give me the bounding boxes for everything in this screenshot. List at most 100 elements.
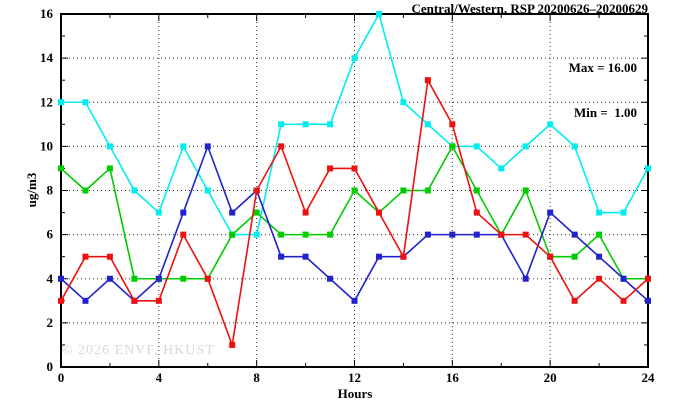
x-tick-label: 20 xyxy=(544,370,557,385)
y-tick-label: 12 xyxy=(40,94,53,109)
y-tick-label: 14 xyxy=(40,50,54,65)
series-blue-marker xyxy=(229,209,236,216)
series-blue-marker xyxy=(571,231,578,238)
series-blue-marker xyxy=(302,253,309,260)
series-blue-marker xyxy=(620,275,627,282)
series-cyan-marker xyxy=(131,187,138,194)
series-cyan-marker xyxy=(400,99,407,106)
series-red-marker xyxy=(204,275,211,282)
series-red-marker xyxy=(82,253,89,260)
series-green-marker xyxy=(449,143,456,150)
series-green-marker xyxy=(58,165,64,172)
series-green-marker xyxy=(302,231,309,238)
series-green-marker xyxy=(229,231,236,238)
series-red-marker xyxy=(327,165,334,172)
y-tick-label: 10 xyxy=(40,138,53,153)
series-green-marker xyxy=(522,187,529,194)
series-blue-marker xyxy=(180,209,187,216)
series-green-marker xyxy=(106,165,113,172)
series-red-marker xyxy=(596,275,603,282)
series-cyan-marker xyxy=(547,121,554,128)
series-cyan-marker xyxy=(278,121,285,128)
series-red-marker xyxy=(58,297,64,304)
series-cyan-marker xyxy=(620,209,627,216)
series-red-marker xyxy=(302,209,309,216)
x-tick-label: 0 xyxy=(58,370,65,385)
min-stat-label: Min = 1.00 xyxy=(573,105,637,120)
series-blue-marker xyxy=(645,297,651,304)
series-blue-marker xyxy=(424,231,431,238)
series-green-marker xyxy=(473,187,480,194)
series-green-marker xyxy=(82,187,89,194)
series-red-marker xyxy=(522,231,529,238)
series-red-marker xyxy=(547,253,554,260)
series-cyan-marker xyxy=(106,143,113,150)
series-blue-marker xyxy=(351,297,358,304)
series-cyan-marker xyxy=(473,143,480,150)
series-cyan-marker xyxy=(375,11,382,17)
x-tick-label: 12 xyxy=(348,370,361,385)
series-green-marker xyxy=(596,231,603,238)
max-stat-label: Max = 16.00 xyxy=(568,60,637,75)
y-tick-label: 2 xyxy=(47,315,54,330)
series-green-marker xyxy=(327,231,334,238)
watermark: © 2026 ENVF, HKUST xyxy=(62,343,215,358)
series-red-marker xyxy=(106,253,113,260)
x-tick-label: 16 xyxy=(446,370,460,385)
series-cyan-marker xyxy=(327,121,334,128)
y-tick-label: 8 xyxy=(47,183,54,198)
series-blue-marker xyxy=(375,253,382,260)
series-red-marker xyxy=(253,187,260,194)
y-tick-label: 4 xyxy=(47,271,54,286)
series-blue-marker xyxy=(155,275,162,282)
series-cyan-marker xyxy=(645,165,651,172)
stats-block: Max = 16.00 Min = 1.00 xyxy=(569,30,637,150)
series-green-marker xyxy=(400,187,407,194)
series-red-marker xyxy=(498,231,505,238)
y-tick-label: 0 xyxy=(47,359,54,374)
y-tick-label: 16 xyxy=(40,6,54,21)
series-green-marker xyxy=(253,209,260,216)
series-blue-marker xyxy=(449,231,456,238)
series-red-marker xyxy=(424,77,431,84)
series-green-marker xyxy=(131,275,138,282)
series-red-marker xyxy=(180,231,187,238)
series-red-marker xyxy=(400,253,407,260)
series-cyan-marker xyxy=(596,209,603,216)
series-cyan-marker xyxy=(82,99,89,106)
series-cyan-marker xyxy=(522,143,529,150)
x-tick-label: 8 xyxy=(253,370,260,385)
series-cyan-line xyxy=(61,11,649,236)
series-cyan-marker xyxy=(253,231,260,238)
series-red-marker xyxy=(278,143,285,150)
series-red-line xyxy=(60,77,649,349)
plot-border xyxy=(60,13,649,368)
series-blue-marker xyxy=(106,275,113,282)
series-cyan-marker xyxy=(204,187,211,194)
x-axis-label: Hours xyxy=(337,386,373,401)
series-blue-marker xyxy=(547,209,554,216)
x-tick-label: 4 xyxy=(156,370,163,385)
series-green-marker xyxy=(278,231,285,238)
series-green-marker xyxy=(351,187,358,194)
series-cyan-marker xyxy=(155,209,162,216)
series-red-marker xyxy=(229,341,236,348)
series-red-marker xyxy=(131,297,138,304)
series-cyan-marker xyxy=(58,99,64,106)
series-blue-marker xyxy=(58,275,64,282)
y-tick-label: 6 xyxy=(47,227,54,242)
series-red-marker xyxy=(645,275,651,282)
series-cyan-marker xyxy=(571,143,578,150)
series-cyan-marker xyxy=(180,143,187,150)
series-red-marker xyxy=(473,209,480,216)
series-red-marker xyxy=(449,121,456,128)
series-green-marker xyxy=(571,253,578,260)
series-blue-marker xyxy=(596,253,603,260)
series-red-marker xyxy=(620,297,627,304)
series-cyan-marker xyxy=(302,121,309,128)
series-blue-marker xyxy=(204,143,211,150)
y-axis-label: ug/m3 xyxy=(24,172,39,208)
series-blue-marker xyxy=(522,275,529,282)
